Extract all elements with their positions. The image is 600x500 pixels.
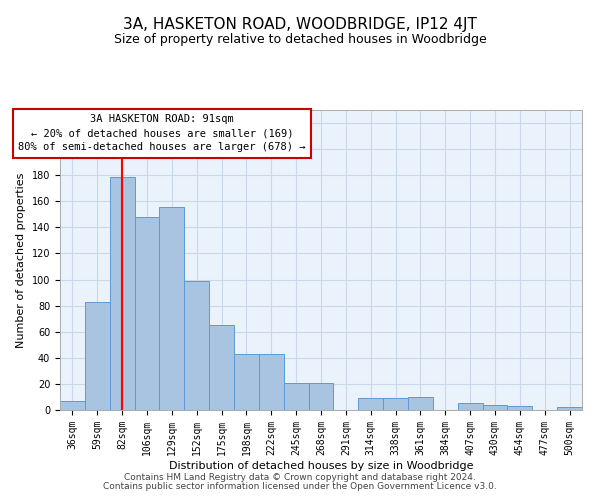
Bar [160,206,184,410]
Bar [557,408,582,410]
Text: Contains HM Land Registry data © Crown copyright and database right 2024.: Contains HM Land Registry data © Crown c… [124,473,476,482]
Bar [184,281,209,410]
Bar [308,382,334,410]
Bar [482,405,508,410]
Bar [259,354,284,410]
Bar [85,302,110,410]
Bar [458,404,482,410]
Y-axis label: Number of detached properties: Number of detached properties [16,172,26,348]
Text: 3A HASKETON ROAD: 91sqm
← 20% of detached houses are smaller (169)
80% of semi-d: 3A HASKETON ROAD: 91sqm ← 20% of detache… [18,114,305,152]
Text: 3A, HASKETON ROAD, WOODBRIDGE, IP12 4JT: 3A, HASKETON ROAD, WOODBRIDGE, IP12 4JT [123,18,477,32]
Bar [134,217,160,410]
Bar [110,176,134,410]
Bar [60,401,85,410]
Bar [358,398,383,410]
X-axis label: Distribution of detached houses by size in Woodbridge: Distribution of detached houses by size … [169,460,473,470]
Bar [209,325,234,410]
Bar [383,398,408,410]
Bar [284,382,308,410]
Bar [508,406,532,410]
Text: Size of property relative to detached houses in Woodbridge: Size of property relative to detached ho… [113,32,487,46]
Bar [234,354,259,410]
Bar [408,397,433,410]
Text: Contains public sector information licensed under the Open Government Licence v3: Contains public sector information licen… [103,482,497,491]
